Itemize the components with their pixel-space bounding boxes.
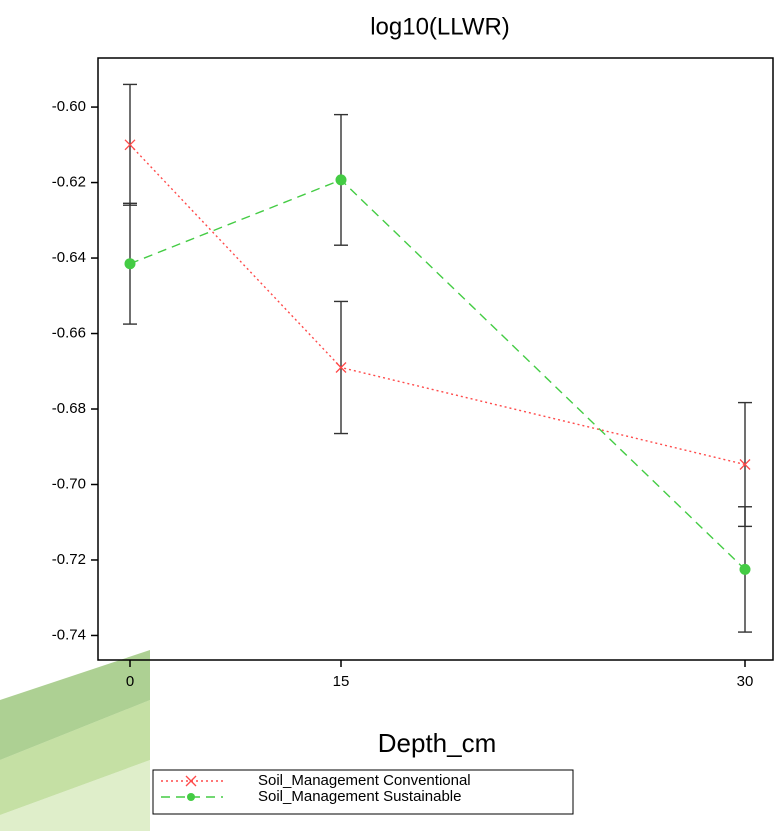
data-point (335, 362, 347, 373)
chart-title: log10(LLWR) (370, 13, 510, 40)
y-tick-label: -0.68 (52, 400, 86, 417)
marker-stroke (185, 775, 197, 787)
data-point (335, 174, 347, 186)
decoration (0, 650, 150, 831)
data-point (124, 139, 136, 151)
y-tick-label: -0.64 (52, 249, 86, 266)
x-tick-label: 30 (737, 673, 754, 690)
plot-frame (97, 57, 774, 661)
legend-box (152, 769, 574, 815)
legend-marker (187, 793, 195, 801)
legend-label: Soil_Management Sustainable (258, 788, 461, 805)
data-point (124, 258, 136, 270)
x-axis-label: Depth_cm (378, 728, 497, 758)
y-tick-label: -0.72 (52, 551, 86, 568)
x-tick-label: 15 (333, 673, 350, 690)
marker-stroke (335, 362, 347, 373)
data-point (739, 459, 751, 470)
series-line (129, 144, 746, 466)
x-tick-label: 0 (126, 673, 134, 690)
series-line (129, 179, 746, 570)
legend-marker (185, 775, 197, 787)
y-tick-label: -0.70 (52, 475, 86, 492)
marker-stroke (124, 139, 136, 151)
y-tick-label: -0.62 (52, 174, 86, 191)
marker-stroke (739, 459, 751, 470)
legend-label: Soil_Management Conventional (258, 772, 471, 789)
data-point (739, 563, 751, 575)
y-tick-label: -0.74 (52, 626, 86, 643)
y-tick-label: -0.60 (52, 98, 86, 115)
y-tick-label: -0.66 (52, 324, 86, 341)
